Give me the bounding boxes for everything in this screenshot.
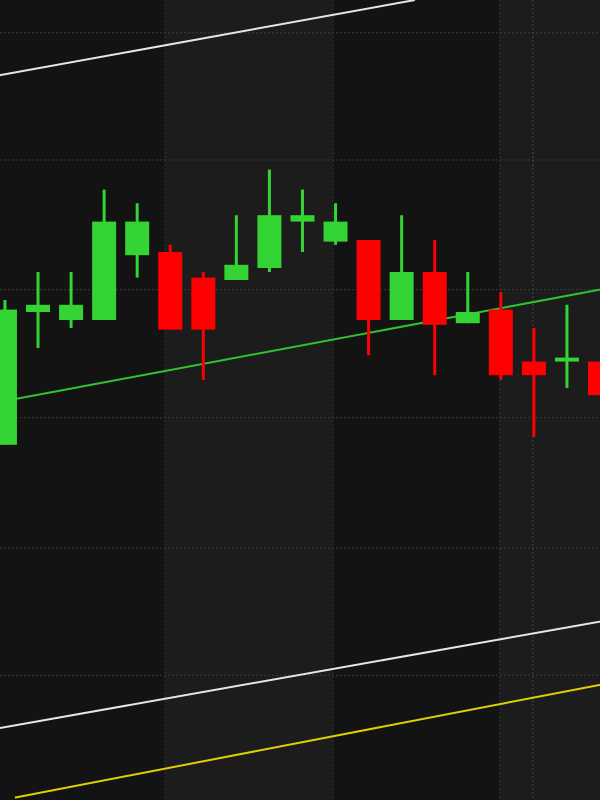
candle-body bbox=[521, 361, 546, 376]
candle-body bbox=[125, 221, 150, 256]
indicator-line bbox=[0, 620, 600, 729]
column-band bbox=[499, 0, 600, 800]
candle-body bbox=[455, 312, 480, 324]
indicator-line bbox=[0, 0, 416, 77]
candle-body bbox=[554, 357, 579, 362]
candle-body bbox=[588, 361, 600, 396]
candle-body bbox=[59, 304, 84, 320]
candle-body bbox=[158, 252, 183, 330]
candle-body bbox=[389, 272, 414, 320]
candle-body bbox=[323, 221, 348, 242]
candle-body bbox=[422, 272, 447, 325]
candle-body bbox=[356, 240, 381, 320]
candle-body bbox=[191, 277, 216, 330]
candle-body bbox=[26, 304, 51, 312]
candle-body bbox=[290, 215, 315, 222]
candle-body bbox=[0, 309, 17, 445]
indicator-line bbox=[14, 683, 600, 799]
candle-body bbox=[257, 215, 282, 268]
candle-body bbox=[488, 309, 513, 376]
candle-body bbox=[92, 221, 117, 320]
candle-body bbox=[224, 264, 249, 280]
column-band bbox=[164, 0, 333, 800]
